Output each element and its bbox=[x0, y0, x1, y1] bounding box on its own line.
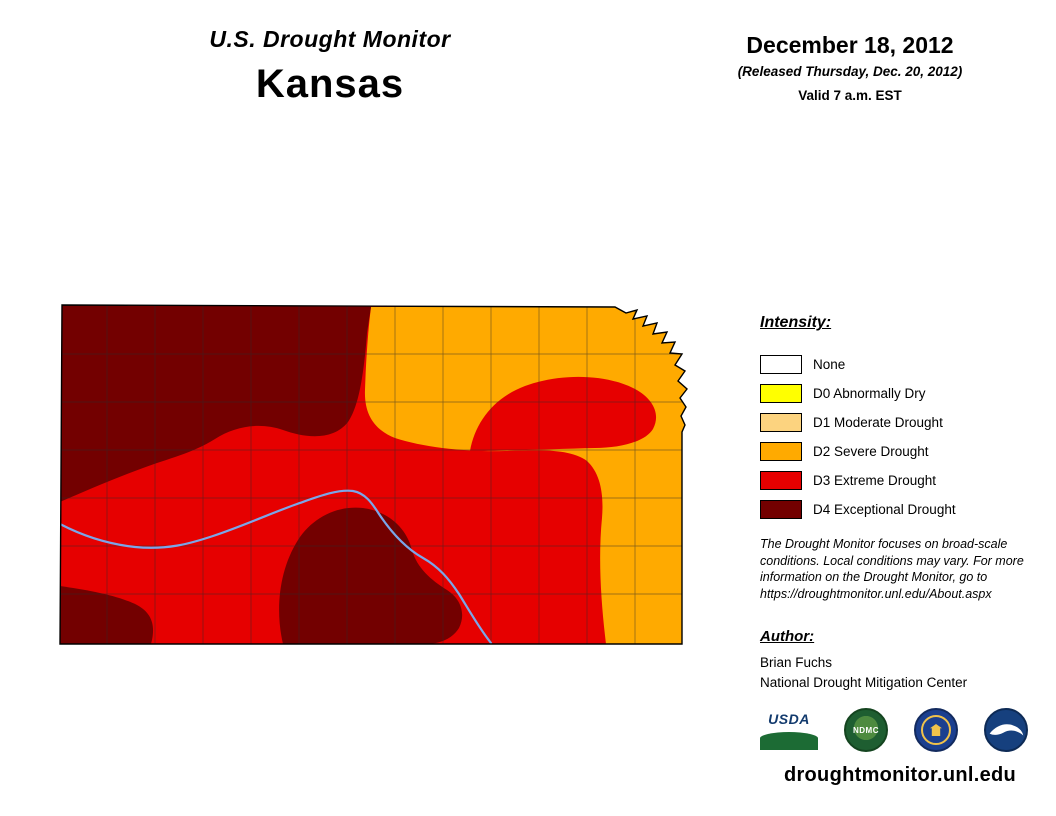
page-title: U.S. Drought Monitor bbox=[209, 26, 451, 52]
university-seal-ring bbox=[921, 715, 951, 745]
university-seal-emblem bbox=[930, 724, 942, 736]
legend-item-d2: D2 Severe Drought bbox=[760, 437, 956, 466]
legend-swatch-d1 bbox=[760, 413, 802, 432]
county-grid-lines bbox=[60, 305, 687, 644]
droughtmonitor-url-link[interactable]: droughtmonitor.unl.edu bbox=[783, 764, 1017, 786]
kansas-map-svg bbox=[59, 304, 688, 645]
legend-swatch-d4 bbox=[760, 500, 802, 519]
legend-swatch-d0 bbox=[760, 384, 802, 403]
river-line bbox=[60, 489, 493, 644]
region-d4-south-central bbox=[279, 507, 463, 644]
state-border bbox=[59, 304, 688, 645]
legend-item-d3: D3 Extreme Drought bbox=[760, 466, 956, 495]
noaa-bird-icon bbox=[989, 724, 1024, 736]
state-name-title: Kansas bbox=[255, 62, 405, 106]
legend-swatch-d2 bbox=[760, 442, 802, 461]
university-seal-logo bbox=[914, 708, 958, 752]
legend: None D0 Abnormally Dry D1 Moderate Droug… bbox=[760, 350, 956, 524]
legend-label-d3: D3 Extreme Drought bbox=[813, 473, 937, 488]
noaa-logo bbox=[984, 708, 1028, 752]
author-name: Brian Fuchs bbox=[760, 655, 833, 670]
ndmc-logo: NDMC bbox=[844, 708, 888, 752]
legend-label-none: None bbox=[813, 357, 846, 372]
partner-logos: USDA NDMC bbox=[760, 708, 1028, 752]
legend-label-d1: D1 Moderate Drought bbox=[813, 415, 943, 430]
report-date: December 18, 2012 bbox=[746, 32, 954, 58]
usda-logo: USDA bbox=[760, 710, 818, 750]
legend-title: Intensity: bbox=[760, 314, 832, 331]
author-organization: National Drought Mitigation Center bbox=[760, 675, 968, 690]
usda-logo-field bbox=[760, 732, 818, 750]
legend-swatch-d3 bbox=[760, 471, 802, 490]
legend-swatch-none bbox=[760, 355, 802, 374]
kansas-drought-map bbox=[55, 298, 695, 650]
ndmc-logo-text: NDMC bbox=[853, 725, 879, 735]
legend-item-d1: D1 Moderate Drought bbox=[760, 408, 956, 437]
legend-label-d2: D2 Severe Drought bbox=[813, 444, 929, 459]
legend-item-none: None bbox=[760, 350, 956, 379]
author-heading: Author: bbox=[760, 628, 815, 645]
legend-label-d4: D4 Exceptional Drought bbox=[813, 502, 956, 517]
legend-item-d0: D0 Abnormally Dry bbox=[760, 379, 956, 408]
released-date: (Released Thursday, Dec. 20, 2012) bbox=[737, 64, 963, 79]
disclaimer-text: The Drought Monitor focuses on broad-sca… bbox=[760, 537, 1024, 601]
legend-item-d4: D4 Exceptional Drought bbox=[760, 495, 956, 524]
valid-time: Valid 7 a.m. EST bbox=[798, 88, 902, 103]
usda-logo-text: USDA bbox=[768, 711, 810, 727]
region-d4-southwest bbox=[60, 586, 154, 644]
region-d3-northeast-tongue bbox=[470, 376, 657, 451]
legend-label-d0: D0 Abnormally Dry bbox=[813, 386, 926, 401]
